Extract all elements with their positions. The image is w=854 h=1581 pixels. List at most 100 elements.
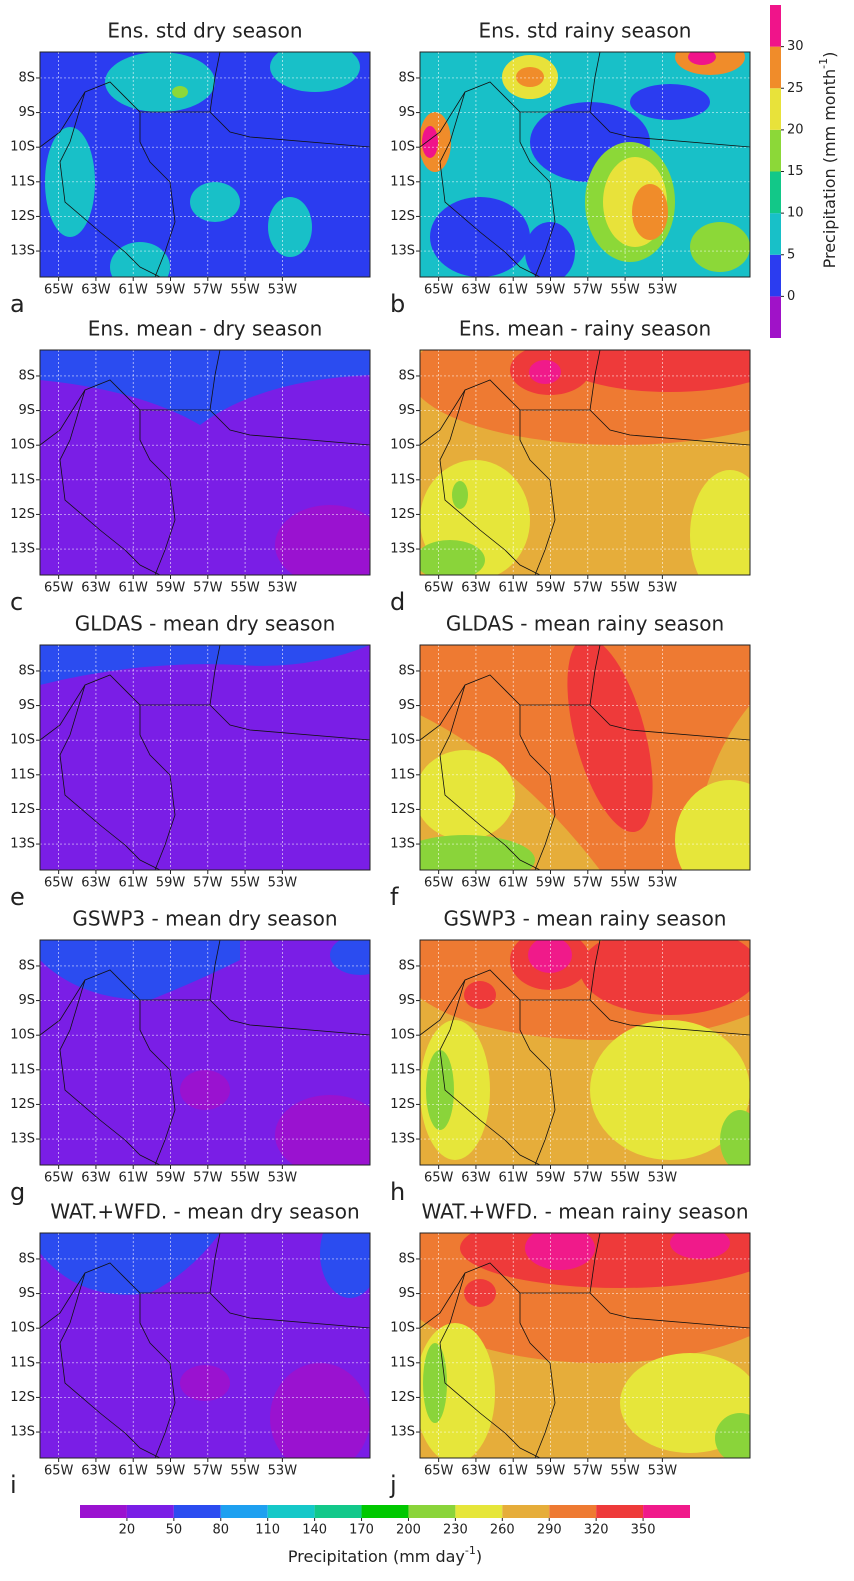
colorbar-tick-label: 290 — [537, 1523, 562, 1538]
map-frame — [419, 51, 751, 278]
colorbar-tick-label: 5 — [787, 247, 795, 262]
y-tick-label: 11S — [10, 472, 35, 487]
panel-letter: a — [10, 290, 25, 318]
map-area — [420, 1233, 750, 1458]
colorbar-box — [643, 1505, 690, 1518]
colorbar-tick-label: 25 — [787, 81, 804, 96]
y-tick-label: 11S — [390, 1062, 415, 1077]
y-tick-label: 12S — [390, 507, 415, 522]
map-frame — [419, 939, 751, 1166]
y-tick-label: 8S — [18, 958, 35, 973]
y-tick-label: 12S — [390, 802, 415, 817]
colorbar-tick-label: 20 — [119, 1523, 136, 1538]
x-tick-label: 57W — [573, 283, 603, 298]
x-tick-label: 53W — [268, 581, 298, 596]
x-tick-label: 65W — [424, 1464, 454, 1479]
map-frame — [419, 1232, 751, 1459]
y-tick-label: 8S — [398, 70, 415, 85]
field — [420, 1233, 750, 1458]
panel-letter: f — [390, 883, 399, 911]
y-tick-label: 9S — [18, 403, 35, 418]
x-tick-label: 57W — [193, 283, 223, 298]
x-tick-label: 63W — [461, 1171, 491, 1186]
colorbar-box — [502, 1505, 550, 1518]
y-tick-label: 13S — [390, 244, 415, 259]
panel-title: WAT.+WFD. - mean dry season — [50, 1200, 359, 1224]
colorbar-box — [770, 129, 781, 172]
x-tick-label: 63W — [81, 876, 111, 891]
y-tick-label: 10S — [10, 140, 35, 155]
y-tick-label: 10S — [390, 1321, 415, 1336]
panel-letter: h — [390, 1178, 405, 1206]
y-tick-label: 11S — [390, 174, 415, 189]
x-tick-label: 59W — [156, 876, 186, 891]
y-tick-label: 8S — [18, 70, 35, 85]
field — [420, 940, 750, 1165]
panel-title: Ens. mean - rainy season — [459, 317, 711, 341]
y-tick-label: 10S — [10, 733, 35, 748]
x-tick-label: 55W — [230, 1171, 260, 1186]
y-tick-label: 9S — [18, 993, 35, 1008]
panel-title: Ens. std dry season — [107, 19, 302, 43]
x-tick-label: 55W — [610, 283, 640, 298]
y-tick-label: 8S — [18, 663, 35, 678]
y-tick-label: 11S — [390, 767, 415, 782]
map-panel: 65W 63W 61W 59W 57W 55W 53W 8S 9S 10S 11S 12S 13S GSW… — [390, 907, 751, 1206]
x-tick-label: 61W — [499, 1464, 529, 1479]
x-tick-label: 65W — [44, 581, 74, 596]
x-tick-label: 59W — [536, 1171, 566, 1186]
y-tick-label: 8S — [18, 1251, 35, 1266]
colorbar-box — [596, 1505, 644, 1518]
x-tick-label: 65W — [424, 876, 454, 891]
x-tick-label: 55W — [610, 581, 640, 596]
colorbar-box — [361, 1505, 409, 1518]
y-tick-label: 13S — [10, 1132, 35, 1147]
colorbar-box — [314, 1505, 362, 1518]
y-tick-label: 8S — [398, 1251, 415, 1266]
colorbar-tick-label: 170 — [349, 1523, 374, 1538]
colorbar-box — [770, 254, 781, 297]
panel-letter: g — [10, 1178, 25, 1206]
x-tick-label: 65W — [44, 283, 74, 298]
x-tick-label: 59W — [536, 283, 566, 298]
y-tick-label: 13S — [10, 1425, 35, 1440]
x-tick-label: 61W — [499, 876, 529, 891]
x-tick-label: 65W — [44, 1464, 74, 1479]
y-tick-label: 9S — [18, 1286, 35, 1301]
x-tick-label: 65W — [424, 581, 454, 596]
x-tick-label: 53W — [648, 876, 678, 891]
colorbar-tick-label: 350 — [631, 1523, 656, 1538]
x-tick-label: 53W — [268, 283, 298, 298]
x-tick-label: 63W — [461, 283, 491, 298]
x-tick-label: 53W — [648, 581, 678, 596]
y-tick-label: 9S — [398, 403, 415, 418]
y-tick-label: 10S — [10, 1321, 35, 1336]
x-tick-label: 55W — [230, 1464, 260, 1479]
x-tick-label: 63W — [461, 876, 491, 891]
y-tick-label: 13S — [10, 244, 35, 259]
y-tick-label: 13S — [390, 837, 415, 852]
colorbar-tick-label: 0 — [787, 289, 795, 304]
map-frame — [419, 349, 751, 576]
panel-letter: i — [10, 1471, 17, 1499]
map-frame — [419, 644, 751, 871]
y-tick-label: 11S — [10, 767, 35, 782]
colorbar-tick-label: 110 — [255, 1523, 280, 1538]
colorbar-tick-label: 50 — [166, 1523, 183, 1538]
x-tick-label: 63W — [461, 1464, 491, 1479]
colorbar-tick-label: 140 — [302, 1523, 327, 1538]
y-tick-label: 12S — [10, 1390, 35, 1405]
colorbar-box — [267, 1505, 315, 1518]
x-tick-label: 65W — [44, 876, 74, 891]
panel-letter: j — [389, 1471, 397, 1499]
colorbar-tick-label: 20 — [787, 122, 804, 137]
y-tick-label: 10S — [390, 733, 415, 748]
colorbar-tick-label: 30 — [787, 39, 804, 54]
x-tick-label: 59W — [156, 1171, 186, 1186]
y-tick-label: 9S — [398, 105, 415, 120]
y-tick-label: 12S — [390, 1097, 415, 1112]
y-tick-label: 8S — [398, 958, 415, 973]
y-tick-label: 13S — [390, 542, 415, 557]
y-tick-label: 10S — [10, 438, 35, 453]
colorbar-tick-label: 200 — [396, 1523, 421, 1538]
